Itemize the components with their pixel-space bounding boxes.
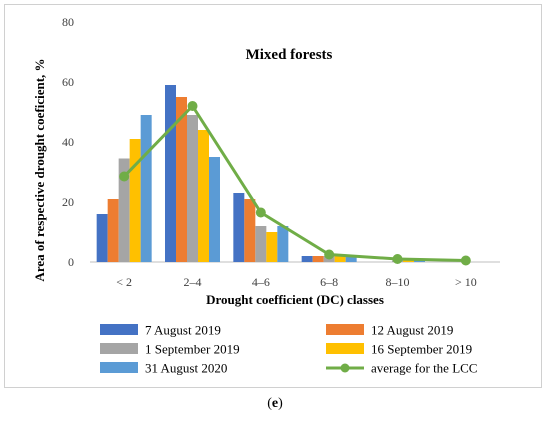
x-axis-ticks: < 2 2–4 4–6 6–8 8–10 > 10 bbox=[116, 275, 476, 289]
y-tick-label: 80 bbox=[62, 15, 74, 29]
legend-label: 7 August 2019 bbox=[145, 323, 221, 338]
legend-label: 1 September 2019 bbox=[145, 342, 240, 357]
legend-marker bbox=[340, 363, 350, 373]
legend-swatch bbox=[100, 362, 138, 373]
x-tick-label: > 10 bbox=[455, 275, 477, 289]
legend: 7 August 2019 12 August 2019 1 September 2… bbox=[100, 323, 477, 376]
average-line-group bbox=[119, 101, 471, 266]
y-axis-title: Area of respective drought coeficient, % bbox=[32, 58, 47, 281]
bar bbox=[118, 158, 130, 262]
bar bbox=[266, 232, 278, 262]
bar bbox=[403, 260, 414, 262]
line-point bbox=[119, 171, 130, 182]
line-point bbox=[460, 255, 471, 266]
bar bbox=[277, 226, 289, 262]
caption-letter: e bbox=[271, 396, 279, 411]
y-axis-ticks: 0 20 40 60 80 bbox=[62, 15, 74, 269]
bar bbox=[244, 199, 256, 262]
legend-swatch bbox=[326, 343, 364, 354]
bar bbox=[209, 157, 220, 262]
bar bbox=[198, 130, 209, 262]
x-tick-label: 6–8 bbox=[320, 275, 338, 289]
legend-label: average for the LCC bbox=[371, 361, 477, 376]
line-point bbox=[324, 249, 335, 260]
bar bbox=[107, 199, 119, 262]
bar bbox=[233, 193, 245, 262]
bar bbox=[165, 85, 176, 262]
x-axis-title: Drought coefficient (DC) classes bbox=[206, 292, 384, 307]
legend-label: 12 August 2019 bbox=[371, 323, 453, 338]
y-tick-label: 0 bbox=[68, 255, 74, 269]
y-tick-label: 20 bbox=[62, 195, 74, 209]
bar bbox=[312, 256, 324, 262]
y-tick-label: 40 bbox=[62, 135, 74, 149]
legend-swatch bbox=[100, 324, 138, 335]
x-tick-label: 4–6 bbox=[252, 275, 270, 289]
bar bbox=[345, 256, 357, 262]
bars-group bbox=[96, 85, 425, 262]
line-point bbox=[187, 101, 198, 111]
caption-open: ( bbox=[267, 396, 272, 411]
bar bbox=[96, 214, 108, 262]
bar bbox=[334, 256, 346, 262]
y-tick-label: 60 bbox=[62, 75, 74, 89]
average-line bbox=[123, 104, 466, 262]
bar bbox=[255, 226, 267, 262]
chart-title: Mixed forests bbox=[246, 47, 333, 63]
bar bbox=[187, 115, 198, 262]
legend-label: 16 September 2019 bbox=[371, 342, 472, 357]
legend-swatch bbox=[100, 343, 138, 354]
legend-swatch bbox=[326, 324, 364, 335]
drought-chart: Mixed forests 0 20 40 60 80 < 2 2–4 4–6 6–8 8–10… bbox=[32, 15, 500, 376]
chart-frame bbox=[4, 4, 542, 388]
bar bbox=[176, 97, 187, 262]
x-tick-label: 8–10 bbox=[386, 275, 410, 289]
line-point bbox=[392, 254, 403, 264]
x-tick-label: 2–4 bbox=[184, 275, 202, 289]
bar bbox=[414, 260, 425, 262]
caption-close: ) bbox=[278, 396, 283, 411]
bar bbox=[129, 139, 141, 262]
legend-label: 31 August 2020 bbox=[145, 361, 227, 376]
x-tick-label: < 2 bbox=[116, 275, 132, 289]
bar bbox=[140, 115, 152, 262]
figure-caption: (e) bbox=[0, 396, 550, 412]
bar bbox=[301, 256, 313, 262]
line-point bbox=[255, 207, 266, 218]
